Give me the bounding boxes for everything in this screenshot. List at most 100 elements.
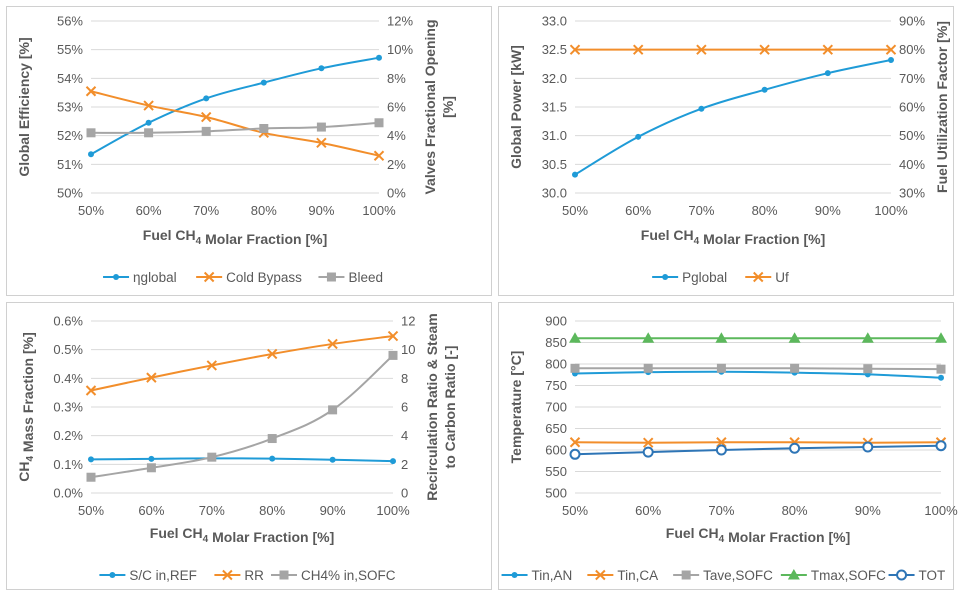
data-point — [788, 332, 801, 343]
data-point — [635, 133, 642, 140]
y-tick-label: 30.5 — [542, 157, 567, 172]
x-tick-label: 50% — [562, 503, 588, 518]
y-tick-label: 0.6% — [53, 314, 83, 329]
y-tick-label: 750 — [545, 378, 567, 393]
y-tick-label: 32.0 — [542, 71, 567, 86]
data-point — [759, 44, 770, 55]
y-tick-label: 33.0 — [542, 14, 567, 29]
data-point — [376, 54, 382, 61]
x-tick-label: 80% — [752, 203, 778, 218]
data-point — [145, 119, 152, 126]
legend-label: Tmax,SOFC — [811, 568, 886, 583]
data-point — [266, 348, 278, 360]
legend-label: Pglobal — [682, 270, 727, 285]
data-point — [387, 330, 399, 342]
y2-axis-title-line: Valves Fractional Opening — [422, 19, 438, 194]
legend-marker — [787, 569, 800, 580]
data-point — [316, 137, 327, 149]
data-point — [569, 332, 581, 343]
data-point — [643, 363, 653, 373]
legend: Tin,AN Tin,CA Tave,SOFC Tmax,SOFC TOT — [501, 568, 945, 583]
y2-tick-label: 8% — [387, 71, 406, 86]
y2-tick-label: 4% — [387, 128, 406, 143]
data-point — [146, 463, 156, 473]
y-tick-label: 51% — [57, 157, 83, 172]
y-tick-label: 550 — [545, 464, 567, 479]
series-2 — [86, 118, 384, 138]
data-point — [938, 374, 944, 381]
x-tick-label: 60% — [136, 203, 162, 218]
legend-marker — [222, 569, 233, 581]
series-3 — [569, 332, 947, 343]
data-point — [144, 128, 154, 138]
legend-marker — [203, 271, 215, 283]
data-point — [885, 44, 897, 55]
y2-axis-title-line: Recirculation Ratio & Steam — [424, 313, 440, 501]
data-point — [388, 350, 398, 360]
power-chart: 30.0 30.5 31.0 31.5 32.0 32.5 33.0 30% 40% 50% 60%… — [508, 14, 950, 286]
legend-label: RR — [244, 568, 264, 583]
y-axis-title: CH4 Mass Fraction [%] — [16, 332, 36, 482]
temperature-chart: 500 550 600 650 700 750 800 850 900 50% 60% 70% 80% 9… — [501, 314, 958, 583]
data-point — [936, 364, 946, 374]
data-point — [259, 124, 269, 133]
data-point — [143, 100, 154, 111]
x-tick-label: 70% — [199, 503, 225, 518]
data-point — [888, 56, 894, 63]
data-point — [642, 446, 654, 458]
legend-marker — [753, 271, 764, 283]
gridlines — [575, 20, 891, 194]
data-point — [716, 363, 726, 373]
y2-tick-label: 8 — [401, 371, 408, 386]
legend-marker — [681, 570, 691, 580]
y2-tick-label: 4 — [401, 428, 408, 443]
data-point — [203, 95, 210, 102]
series-line — [90, 90, 380, 157]
y2-tick-label: 10 — [401, 342, 415, 357]
y2-tick-label: 50% — [899, 128, 925, 143]
series-line — [90, 121, 380, 134]
chart-panel-power: 30.0 30.5 31.0 31.5 32.0 32.5 33.0 30% 40% 50% 60%… — [498, 6, 954, 296]
legend-label: ηglobal — [133, 270, 177, 285]
data-point — [715, 444, 727, 456]
y-tick-label: 55% — [57, 42, 83, 57]
data-point — [642, 437, 654, 448]
data-point — [373, 150, 385, 161]
data-point — [201, 126, 211, 136]
y-tick-label: 650 — [545, 421, 567, 436]
data-point — [862, 441, 874, 453]
y-tick-label: 50% — [57, 186, 83, 201]
data-point — [207, 452, 217, 462]
x-axis-title: Fuel CH4 Molar Fraction [%] — [666, 525, 850, 545]
data-point — [570, 363, 580, 373]
series-2 — [570, 363, 946, 374]
legend-marker — [326, 272, 336, 282]
data-point — [390, 458, 396, 465]
x-tick-label: 80% — [259, 503, 285, 518]
data-point — [642, 332, 655, 343]
x-tick-label: 100% — [376, 503, 410, 518]
x-tick-label: 50% — [562, 203, 588, 218]
series-4 — [569, 440, 947, 460]
y-tick-label: 0.0% — [53, 486, 83, 501]
data-point — [716, 437, 727, 448]
x-tick-label: 70% — [708, 503, 734, 518]
y-tick-label: 53% — [57, 100, 83, 115]
x-axis-title: Fuel CH4 Molar Fraction [%] — [150, 525, 334, 545]
x-tick-label: 70% — [688, 203, 714, 218]
y2-tick-label: 12% — [387, 14, 413, 29]
x-tick-label: 90% — [320, 503, 346, 518]
series-line — [90, 335, 394, 392]
series-1 — [85, 86, 385, 161]
data-point — [569, 448, 581, 460]
series-1 — [85, 330, 399, 396]
x-tick-label: 100% — [924, 503, 958, 518]
series-0 — [88, 455, 396, 465]
series-0 — [572, 56, 894, 178]
y2-axis-title: Fuel Utilization Factor [%] — [934, 21, 950, 193]
x-tick-label: 80% — [782, 503, 808, 518]
chart-panel-efficiency: 50% 51% 52% 53% 54% 55% 56% 0% 2% 4% 6% 8% 10% 12% 50%… — [6, 6, 492, 296]
y2-tick-label: 2 — [401, 457, 408, 472]
data-point — [88, 456, 94, 463]
y-tick-label: 0.3% — [53, 400, 83, 415]
